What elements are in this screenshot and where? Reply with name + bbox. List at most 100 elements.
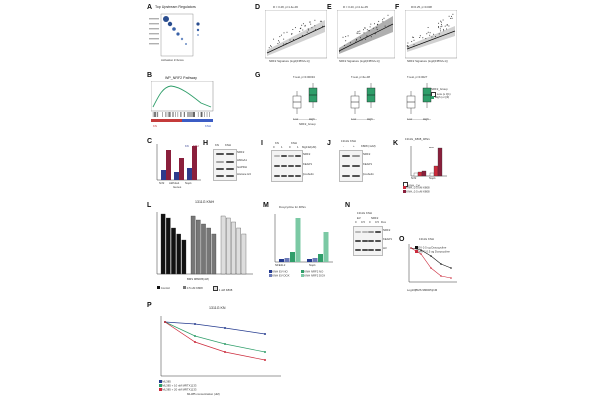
group-high-1: High (309, 117, 315, 121)
panel-k: K 1311G_K808_48hrs **** Nrf2 Nqo1 KNH_Ct… (393, 137, 457, 196)
scatter-point (438, 22, 440, 24)
panel-n: N 1311G KNH EV NRF2 0 0.5 0 0.5 Dox NRF2… (345, 200, 399, 262)
scatter-point (363, 32, 365, 34)
scatter-point (347, 35, 349, 37)
scatter-point (448, 15, 450, 17)
gene-3: Nqo1 (185, 181, 192, 185)
scatter-d (265, 10, 327, 59)
scatter-point (363, 29, 364, 31)
legend-1: ML385 (159, 380, 171, 384)
scatter-point (286, 31, 288, 33)
panel-title: 1311G KN (209, 306, 226, 310)
scatter-point (292, 39, 294, 40)
dose: 0.5 (361, 220, 365, 224)
panel-label: B (147, 72, 153, 79)
panel-label: M (263, 202, 269, 209)
series-line (164, 321, 266, 353)
scatter-point (439, 28, 441, 30)
group-ev: EV (357, 216, 361, 220)
legend-4: KNH NRF2 DOX (301, 274, 325, 278)
bar (318, 254, 323, 262)
scatter-point (422, 37, 424, 39)
scatter-point (318, 28, 320, 30)
x-axis-label: ML385 concentration (uM) (187, 392, 220, 396)
scatter-point (451, 15, 452, 17)
legend-3: KNH_0.5 uM K808 (403, 190, 430, 194)
bar (231, 221, 236, 275)
scatter-point (369, 26, 371, 28)
scatter-point (426, 33, 428, 35)
scatter-point (452, 13, 454, 15)
scatter-point (301, 24, 303, 26)
scatter-point (365, 38, 367, 40)
curve-chart-o (408, 244, 457, 283)
bar (437, 147, 443, 177)
scatter-point (368, 30, 370, 32)
bar (190, 215, 196, 275)
panel-p: P 1311G KN ML385 ML385 + 10 nM MRTX1133 … (147, 300, 287, 398)
stat-label: R = 0.48, p=1.4e-06 (273, 5, 298, 9)
bar (295, 218, 301, 262)
gene-2: Aldh1a1 (169, 181, 180, 185)
legend-2: ML385 + 10 nM MRTX1133 (159, 384, 196, 388)
scatter-point (364, 27, 366, 29)
panel-label: E (327, 4, 332, 11)
group-nrf2: NRF2 (371, 216, 379, 220)
panel-title: WP_NRF2 Pathway (165, 76, 197, 80)
scatter-point (283, 38, 285, 40)
scatter-point (357, 31, 359, 32)
scatter-point (442, 19, 444, 21)
dot (180, 37, 184, 41)
bar (166, 217, 171, 275)
dox-label: Dox (381, 220, 386, 224)
scatter-point (315, 29, 316, 31)
series-point (430, 255, 432, 257)
bar (307, 259, 312, 262)
series-line (164, 321, 266, 361)
panel-j: J 1311G KNH - + K808 (1uM) NRF2 KEAP1 β-… (327, 140, 391, 190)
panel-l: L 1311G KNH BMS 986005(nM) Control 0.5 u… (147, 200, 257, 298)
scatter-point (374, 23, 375, 25)
panel-m: M Doxycycline for 48hrs NFE2L2 Nqo1 KNH … (263, 200, 339, 280)
scatter-point (289, 39, 291, 41)
dose-minus: - (343, 144, 344, 148)
scatter-point (357, 32, 359, 34)
legend-title: NRF2_Group (431, 87, 448, 91)
scatter-point (407, 42, 409, 44)
scatter-point (376, 27, 378, 29)
scatter-point (292, 29, 294, 30)
row-label: β-tubulin (303, 172, 314, 176)
series-point (450, 267, 452, 269)
scatter-point (438, 33, 440, 35)
scatter-point (294, 27, 296, 29)
scatter-point (419, 37, 421, 38)
scatter-point (280, 34, 282, 36)
panel-title: 1311G_K808_48hrs (405, 137, 430, 141)
scatter-point (270, 45, 271, 47)
scatter-point (412, 36, 414, 38)
boxplots-g (292, 83, 432, 120)
panel-b: B WP_NRF2 Pathway KN KNH (147, 70, 215, 134)
scatter-point (277, 43, 279, 44)
row-label: NRF2 (383, 228, 391, 232)
treatment-label: K808 (1uM) (361, 144, 376, 148)
scatter-point (435, 36, 436, 38)
panel-label: O (399, 236, 405, 243)
scatter-point (279, 36, 281, 38)
scatter-point (355, 41, 357, 43)
series-point (194, 323, 196, 325)
bar (279, 259, 284, 262)
bar (417, 171, 423, 177)
bar-chart-k: **** (410, 146, 447, 177)
series-point (440, 275, 442, 277)
group-high-3: High (423, 117, 429, 121)
series-point (264, 351, 266, 353)
scatter-point (359, 30, 361, 32)
bar (171, 227, 176, 275)
scatter-point (382, 19, 384, 21)
treatment-label: Mg132(uM) (302, 145, 317, 149)
bar (323, 232, 329, 262)
scatter-point (387, 14, 389, 16)
scatter-point (366, 29, 368, 31)
scatter-point (440, 30, 442, 32)
